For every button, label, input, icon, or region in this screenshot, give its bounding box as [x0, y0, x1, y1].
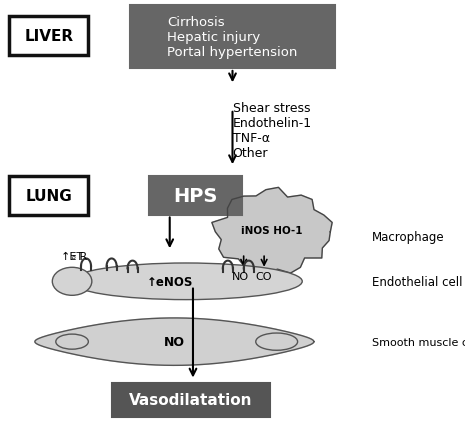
Text: Shear stress
Endothelin-1
TNF-α
Other: Shear stress Endothelin-1 TNF-α Other [232, 102, 312, 160]
Text: CO: CO [255, 271, 272, 281]
Text: R: R [76, 252, 87, 262]
Bar [112, 383, 270, 417]
Text: Endothelial cell: Endothelial cell [372, 275, 463, 288]
Ellipse shape [70, 263, 302, 300]
Bar [9, 176, 88, 215]
Bar [130, 6, 335, 69]
Polygon shape [212, 188, 332, 274]
Ellipse shape [56, 335, 88, 349]
Bar [149, 176, 242, 215]
Text: ↑ET: ↑ET [60, 252, 84, 262]
Text: LIVER: LIVER [24, 29, 73, 44]
Text: $_B$: $_B$ [71, 252, 76, 261]
Text: Cirrhosis
Hepatic injury
Portal hypertension: Cirrhosis Hepatic injury Portal hyperten… [167, 16, 298, 59]
Text: LUNG: LUNG [26, 188, 72, 203]
Text: Vasodilatation: Vasodilatation [129, 393, 252, 407]
Ellipse shape [256, 333, 298, 350]
Text: ↑eNOS: ↑eNOS [146, 275, 193, 288]
Text: iNOS HO-1: iNOS HO-1 [241, 225, 303, 235]
Polygon shape [35, 318, 314, 366]
Text: Smooth muscle cell: Smooth muscle cell [372, 337, 465, 347]
Text: HPS: HPS [173, 186, 218, 205]
Text: NO: NO [164, 335, 185, 348]
Text: NO: NO [232, 271, 249, 281]
Ellipse shape [52, 267, 92, 296]
Text: Macrophage: Macrophage [372, 230, 445, 243]
Bar [9, 17, 88, 56]
